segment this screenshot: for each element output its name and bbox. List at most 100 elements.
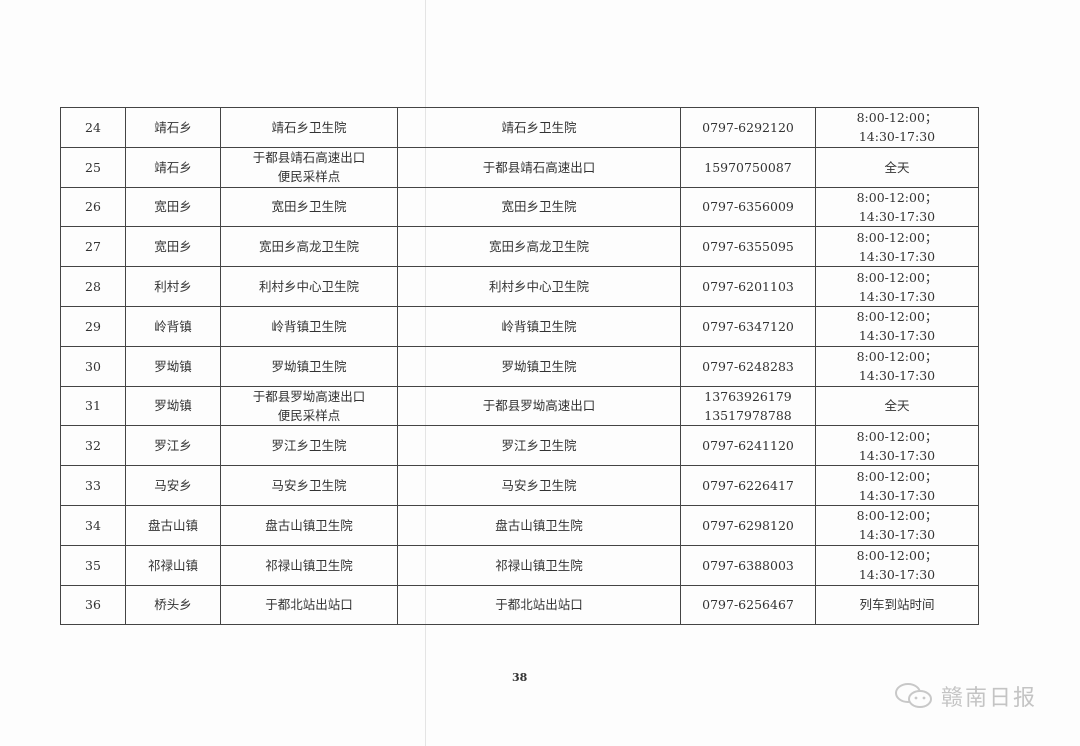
hours-line: 列车到站时间 <box>859 597 935 613</box>
table-row: 33 马安乡 马安乡卫生院 马安乡卫生院 0797-6226417 8:00-12:00；… <box>60 465 979 506</box>
cell-address: 盘古山镇卫生院 <box>397 504 681 546</box>
cell-hours: 8:00-12:00； 14:30-17:30 <box>815 504 979 546</box>
cell-hours: 全天 <box>815 385 979 427</box>
cell-row-number: 31 <box>60 385 126 427</box>
site-name-line: 马安乡卫生院 <box>271 478 347 494</box>
watermark-logo: 赣南日报 <box>893 680 1037 712</box>
hours-line: 8:00-12:00； <box>856 189 938 205</box>
site-name-line: 靖石乡卫生院 <box>271 119 347 135</box>
cell-address: 于都北站出站口 <box>397 584 681 626</box>
cell-site-name: 宽田乡高龙卫生院 <box>220 226 398 268</box>
cell-phone: 0797-6241120 <box>680 425 816 467</box>
table-row: 24 靖石乡 靖石乡卫生院 靖石乡卫生院 0797-6292120 8:00-12:00；… <box>60 107 979 148</box>
cell-phone: 0797-6355095 <box>680 226 816 268</box>
cell-phone: 15970750087 <box>680 146 816 188</box>
cell-row-number: 27 <box>60 226 126 268</box>
cell-township: 宽田乡 <box>125 226 221 268</box>
cell-hours: 8:00-12:00； 14:30-17:30 <box>815 465 979 506</box>
hours-line: 14:30-17:30 <box>858 447 936 463</box>
cell-township: 宽田乡 <box>125 186 221 228</box>
cell-site-name: 于都县靖石高速出口 便民采样点 <box>220 146 398 188</box>
cell-row-number: 36 <box>60 584 126 626</box>
cell-address: 于都县靖石高速出口 <box>397 146 681 188</box>
table-row: 27 宽田乡 宽田乡高龙卫生院 宽田乡高龙卫生院 0797-6355095 8:00-12… <box>60 226 979 268</box>
phone-line: 0797-6248283 <box>702 358 794 374</box>
table-row: 25 靖石乡 于都县靖石高速出口 便民采样点 于都县靖石高速出口 15970750087 全… <box>60 146 979 188</box>
hours-line: 14:30-17:30 <box>858 288 936 304</box>
cell-township: 盘古山镇 <box>125 504 221 546</box>
phone-line: 13517978788 <box>704 407 792 423</box>
phone-line: 0797-6292120 <box>702 119 794 135</box>
hours-line: 14:30-17:30 <box>858 567 936 583</box>
hours-line: 14:30-17:30 <box>858 129 936 145</box>
cell-row-number: 24 <box>60 107 126 148</box>
hours-line: 14:30-17:30 <box>858 487 936 503</box>
cell-site-name: 罗坳镇卫生院 <box>220 345 398 387</box>
cell-address: 马安乡卫生院 <box>397 465 681 506</box>
cell-address: 岭背镇卫生院 <box>397 305 681 347</box>
cell-site-name: 利村乡中心卫生院 <box>220 266 398 307</box>
cell-row-number: 30 <box>60 345 126 387</box>
cell-hours: 8:00-12:00； 14:30-17:30 <box>815 107 979 148</box>
site-name-line: 于都县靖石高速出口 <box>252 150 366 166</box>
site-name-line: 岭背镇卫生院 <box>271 318 347 334</box>
cell-phone: 0797-6356009 <box>680 186 816 228</box>
hours-line: 14:30-17:30 <box>858 208 936 224</box>
site-name-line: 罗江乡卫生院 <box>271 438 347 454</box>
cell-address: 利村乡中心卫生院 <box>397 266 681 307</box>
hours-line: 8:00-12:00； <box>856 269 938 285</box>
site-name-line: 罗坳镇卫生院 <box>271 358 347 374</box>
cell-row-number: 29 <box>60 305 126 347</box>
cell-site-name: 盘古山镇卫生院 <box>220 504 398 546</box>
hours-line: 8:00-12:00； <box>856 309 938 325</box>
site-name-line: 宽田乡卫生院 <box>271 199 347 215</box>
hours-line: 8:00-12:00； <box>856 548 938 564</box>
cell-phone: 0797-6388003 <box>680 544 816 586</box>
cell-hours: 8:00-12:00； 14:30-17:30 <box>815 425 979 467</box>
hours-line: 8:00-12:00； <box>856 229 938 245</box>
cell-address: 宽田乡卫生院 <box>397 186 681 228</box>
phone-line: 0797-6256467 <box>702 597 794 613</box>
cell-address: 罗坳镇卫生院 <box>397 345 681 387</box>
cell-hours: 8:00-12:00； 14:30-17:30 <box>815 226 979 268</box>
hours-line: 8:00-12:00； <box>856 508 938 524</box>
cell-address: 靖石乡卫生院 <box>397 107 681 148</box>
cell-row-number: 26 <box>60 186 126 228</box>
cell-township: 罗坳镇 <box>125 345 221 387</box>
table-row: 32 罗江乡 罗江乡卫生院 罗江乡卫生院 0797-6241120 8:00-12:00；… <box>60 425 979 467</box>
site-name-line: 盘古山镇卫生院 <box>265 517 353 533</box>
cell-phone: 13763926179 13517978788 <box>680 385 816 427</box>
hours-line: 全天 <box>884 159 910 175</box>
table-row: 36 桥头乡 于都北站出站口 于都北站出站口 0797-6256467 列车到站时间 <box>60 584 979 626</box>
table-row: 30 罗坳镇 罗坳镇卫生院 罗坳镇卫生院 0797-6248283 8:00-12:00；… <box>60 345 979 387</box>
hours-line: 14:30-17:30 <box>858 368 936 384</box>
page-number: 38 <box>512 671 528 684</box>
hours-line: 8:00-12:00； <box>856 349 938 365</box>
phone-line: 0797-6241120 <box>702 438 794 454</box>
phone-line: 15970750087 <box>704 159 792 175</box>
hours-line: 全天 <box>884 398 910 414</box>
cell-township: 祁禄山镇 <box>125 544 221 586</box>
site-name-line: 祁禄山镇卫生院 <box>265 557 353 573</box>
cell-township: 罗江乡 <box>125 425 221 467</box>
site-name-line: 于都县罗坳高速出口 <box>252 388 366 404</box>
cell-hours: 8:00-12:00； 14:30-17:30 <box>815 345 979 387</box>
cell-hours: 全天 <box>815 146 979 188</box>
site-name-line: 宽田乡高龙卫生院 <box>258 239 359 255</box>
phone-line: 0797-6355095 <box>702 239 794 255</box>
cell-row-number: 25 <box>60 146 126 188</box>
cell-hours: 列车到站时间 <box>815 584 979 626</box>
cell-phone: 0797-6347120 <box>680 305 816 347</box>
cell-township: 靖石乡 <box>125 107 221 148</box>
phone-line: 0797-6201103 <box>702 279 794 295</box>
table-row: 34 盘古山镇 盘古山镇卫生院 盘古山镇卫生院 0797-6298120 8:00-12:… <box>60 504 979 546</box>
cell-site-name: 祁禄山镇卫生院 <box>220 544 398 586</box>
site-name-line: 便民采样点 <box>277 407 341 423</box>
site-name-line: 便民采样点 <box>277 169 341 185</box>
cell-hours: 8:00-12:00； 14:30-17:30 <box>815 305 979 347</box>
cell-phone: 0797-6256467 <box>680 584 816 626</box>
cell-phone: 0797-6292120 <box>680 107 816 148</box>
cell-township: 岭背镇 <box>125 305 221 347</box>
cell-site-name: 罗江乡卫生院 <box>220 425 398 467</box>
watermark-text: 赣南日报 <box>941 686 1038 711</box>
